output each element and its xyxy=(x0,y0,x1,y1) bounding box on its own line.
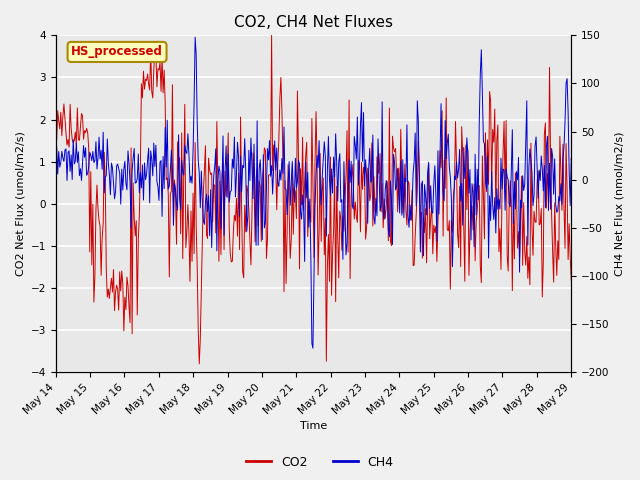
Text: HS_processed: HS_processed xyxy=(71,46,163,59)
Legend: CO2, CH4: CO2, CH4 xyxy=(241,451,399,474)
Y-axis label: CH4 Net Flux (nmol/m2/s): CH4 Net Flux (nmol/m2/s) xyxy=(615,132,625,276)
Title: CO2, CH4 Net Fluxes: CO2, CH4 Net Fluxes xyxy=(234,15,393,30)
X-axis label: Time: Time xyxy=(300,421,327,432)
Y-axis label: CO2 Net Flux (umol/m2/s): CO2 Net Flux (umol/m2/s) xyxy=(15,132,25,276)
